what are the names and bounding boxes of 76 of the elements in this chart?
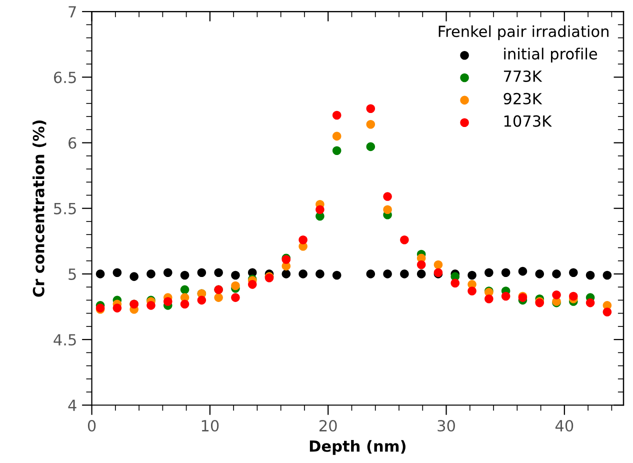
legend-title: Frenkel pair irradiation bbox=[438, 25, 608, 40]
legend-label: 923K bbox=[504, 92, 542, 104]
x-axis-title: Depth (nm) bbox=[310, 440, 406, 455]
point bbox=[383, 192, 392, 201]
point bbox=[552, 290, 561, 300]
point bbox=[112, 268, 122, 278]
point bbox=[180, 285, 190, 294]
point bbox=[180, 270, 190, 280]
point bbox=[231, 270, 240, 280]
point bbox=[468, 270, 476, 280]
point bbox=[214, 268, 223, 278]
point bbox=[332, 110, 342, 120]
point bbox=[282, 270, 291, 278]
point bbox=[602, 308, 612, 316]
point bbox=[416, 260, 426, 270]
y-tick-label: 6 bbox=[68, 137, 76, 149]
point bbox=[383, 270, 392, 278]
point bbox=[214, 293, 223, 302]
x-tick-label: 10 bbox=[202, 420, 219, 432]
point bbox=[569, 268, 578, 278]
point bbox=[484, 294, 494, 304]
point bbox=[602, 270, 612, 280]
point bbox=[163, 297, 172, 306]
point bbox=[366, 104, 376, 114]
legend-label: 1073K bbox=[504, 115, 552, 127]
point bbox=[501, 268, 510, 278]
y-tick-label: 4.5 bbox=[54, 334, 76, 346]
point bbox=[552, 270, 561, 278]
x-tick-label: 40 bbox=[555, 420, 574, 432]
x-tick-label: 20 bbox=[320, 420, 337, 432]
point bbox=[416, 270, 426, 278]
point bbox=[130, 272, 138, 281]
point bbox=[366, 120, 376, 129]
point bbox=[383, 205, 392, 214]
point bbox=[332, 270, 342, 280]
point bbox=[366, 142, 376, 152]
point bbox=[316, 205, 324, 214]
point bbox=[484, 268, 494, 278]
point bbox=[146, 270, 156, 278]
point bbox=[248, 280, 257, 289]
y-tick-label: 5 bbox=[68, 268, 76, 280]
point bbox=[366, 270, 376, 278]
point bbox=[197, 296, 206, 305]
point bbox=[316, 270, 324, 278]
point bbox=[231, 293, 240, 302]
point bbox=[231, 281, 240, 290]
x-tick-label: 30 bbox=[438, 420, 455, 432]
point bbox=[468, 286, 476, 296]
point bbox=[400, 270, 409, 278]
point bbox=[332, 132, 342, 141]
y-tick-label: 7 bbox=[68, 6, 76, 18]
point bbox=[96, 270, 105, 278]
point bbox=[586, 270, 595, 280]
point bbox=[112, 304, 122, 312]
y-tick-label: 4 bbox=[68, 400, 76, 411]
point bbox=[518, 266, 528, 276]
point bbox=[450, 278, 460, 288]
y-axis-title: Cr concentration (%) bbox=[32, 120, 46, 297]
point bbox=[298, 235, 308, 244]
legend-label: 773K bbox=[504, 70, 542, 82]
point bbox=[400, 235, 409, 244]
y-tick-label: 5.5 bbox=[54, 203, 76, 214]
point bbox=[197, 268, 206, 278]
point bbox=[180, 300, 190, 309]
legend-label: initial profile bbox=[504, 48, 598, 63]
point bbox=[501, 292, 510, 301]
point bbox=[332, 146, 342, 156]
point bbox=[146, 301, 156, 310]
point bbox=[434, 260, 443, 270]
x-tick-label: 0 bbox=[88, 420, 96, 432]
point bbox=[535, 270, 544, 278]
point bbox=[163, 268, 172, 278]
point bbox=[586, 298, 595, 308]
point bbox=[569, 292, 578, 301]
y-tick-label: 6.5 bbox=[54, 72, 76, 84]
point bbox=[298, 270, 308, 278]
